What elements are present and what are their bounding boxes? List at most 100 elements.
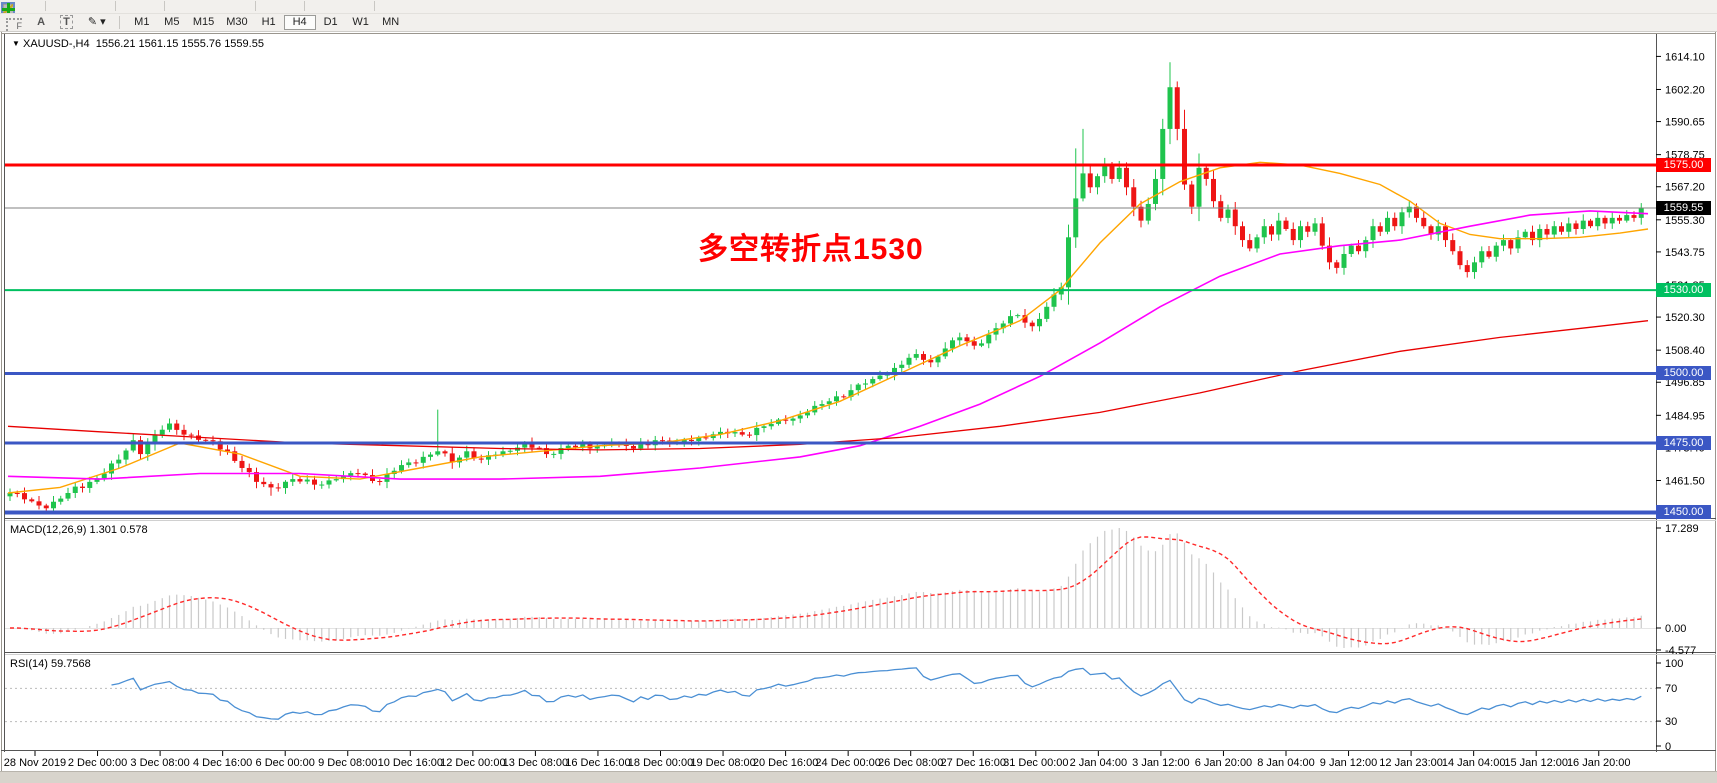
- candle-chart-icon[interactable]: [2, 0, 89, 13]
- candle-body: [1203, 167, 1209, 179]
- bar-chart-icon[interactable]: [2, 0, 68, 13]
- timeframe-button-d1[interactable]: D1: [323, 16, 338, 28]
- chart-text-annotation[interactable]: 多空转折点1530: [698, 233, 924, 266]
- axis-label: 0.00: [1665, 623, 1686, 635]
- timeframe-button-h4[interactable]: H4: [283, 15, 316, 30]
- axis-label: 10 Dec 16:00: [378, 757, 443, 769]
- text-label-button[interactable]: A: [37, 16, 46, 28]
- candle-body: [348, 473, 354, 476]
- candle-body: [761, 426, 767, 428]
- line-chart-icon[interactable]: [2, 0, 110, 13]
- zoom-out-icon[interactable]: [2, 0, 159, 13]
- candle-body: [1124, 167, 1129, 188]
- indicator-green-icon[interactable]: [3, 0, 229, 13]
- axis-label: 9 Dec 08:00: [318, 757, 377, 769]
- candle-body: [500, 451, 506, 455]
- candle-body: [660, 440, 665, 442]
- candle-body: [739, 432, 745, 435]
- candle-body: [1225, 209, 1231, 218]
- timeframe-button-h1[interactable]: H1: [261, 16, 276, 28]
- candle-body: [319, 484, 325, 486]
- candle-body: [899, 364, 905, 368]
- candle-body: [87, 481, 93, 488]
- candle-body: [747, 434, 752, 436]
- candle-body: [159, 429, 165, 435]
- timeframe-button-m1[interactable]: M1: [134, 16, 150, 28]
- main-toolbar[interactable]: [0, 0, 1717, 14]
- macd-signal-line: [10, 536, 1642, 645]
- candle-body: [377, 480, 383, 482]
- timeframe-button-m5[interactable]: M5: [164, 16, 180, 28]
- axis-label: 1484.95: [1665, 410, 1705, 422]
- timeframe-button-m15[interactable]: M15: [192, 16, 215, 28]
- candle-body: [783, 419, 789, 421]
- candle-body: [290, 479, 296, 482]
- axis-label: 1508.40: [1665, 345, 1705, 357]
- candle-body: [863, 383, 868, 385]
- candle-body: [413, 462, 419, 464]
- timeframe-button-w1[interactable]: W1: [352, 16, 369, 28]
- indicator-blue-icon[interactable]: [3, 0, 208, 13]
- candle-body: [1406, 206, 1412, 213]
- candle-body: [1000, 323, 1006, 329]
- axis-label: 13 Dec 08:00: [503, 757, 568, 769]
- candle-body: [718, 431, 723, 435]
- candle-body: [1392, 217, 1398, 227]
- fibonacci-tool-icon[interactable]: [1, 0, 369, 13]
- text-box-button[interactable]: T: [54, 15, 79, 30]
- candle-body: [1037, 318, 1042, 327]
- candle-body: [1232, 209, 1238, 227]
- candle-body: [507, 450, 513, 452]
- candle-body: [1617, 217, 1622, 221]
- candle-body: [72, 486, 78, 493]
- candle-body: [29, 499, 35, 502]
- indicator-orange-icon[interactable]: [3, 0, 187, 13]
- candle-body: [312, 479, 317, 485]
- candle-body: [297, 479, 303, 482]
- candle-body: [1515, 237, 1521, 249]
- tile-windows-icon[interactable]: [1, 0, 397, 13]
- candle-body: [449, 453, 455, 463]
- crosshair-tool-icon[interactable]: [2, 0, 299, 13]
- price-badge-1500.00: 1500.00: [1656, 366, 1711, 381]
- candle-body: [1624, 215, 1630, 221]
- symbol-dropdown-icon[interactable]: ▼: [12, 39, 20, 48]
- arrows-tool-button[interactable]: ✎ ▾: [82, 15, 112, 30]
- candle-body: [217, 441, 223, 450]
- toolbar-separator: [255, 1, 256, 11]
- grid-toggle-button[interactable]: F: [0, 15, 28, 31]
- rsi-panel[interactable]: [5, 667, 1656, 723]
- candle-body: [768, 423, 774, 427]
- add-indicator-icon[interactable]: [2, 0, 418, 13]
- candle-body: [848, 390, 854, 397]
- candle-body: [1298, 226, 1303, 241]
- macd-panel[interactable]: [5, 528, 1656, 648]
- candle-body: [232, 451, 238, 461]
- timeframe-button-mn[interactable]: MN: [382, 16, 400, 28]
- candle-body: [1160, 128, 1166, 179]
- market-watch-icon[interactable]: [2, 0, 40, 13]
- candle-body: [913, 354, 919, 358]
- toolbar-separator: [115, 1, 116, 11]
- toolbar-separator: [118, 16, 120, 29]
- chart-canvas[interactable]: 1614.101602.201590.651578.751567.201555.…: [0, 32, 1717, 771]
- cursor-tool-icon[interactable]: [2, 0, 278, 13]
- candle-body: [355, 473, 361, 475]
- candle-body: [1334, 262, 1340, 268]
- candle-body: [116, 459, 122, 464]
- rsi-line: [111, 667, 1642, 720]
- candles-layer[interactable]: [7, 62, 1644, 514]
- candle-body: [1008, 316, 1013, 324]
- candle-body: [594, 446, 600, 449]
- hline-tool-icon[interactable]: [2, 0, 348, 13]
- chart-window[interactable]: 1614.10 1602.20 1590.65 1578.75 1567.20 1555.…: [0, 32, 1717, 771]
- candle-body: [529, 442, 535, 448]
- candle-body: [1573, 223, 1579, 229]
- axis-label: 6 Jan 20:00: [1195, 757, 1253, 769]
- trendline-tool-icon[interactable]: [2, 0, 327, 13]
- indicator-red-icon[interactable]: [3, 0, 250, 13]
- axis-label: 70: [1665, 683, 1677, 695]
- timeframe-button-m30[interactable]: M30: [226, 16, 248, 28]
- macd-indicator-label: MACD(12,26,9) 1.301 0.578: [10, 524, 148, 536]
- zoom-in-icon[interactable]: [2, 0, 138, 13]
